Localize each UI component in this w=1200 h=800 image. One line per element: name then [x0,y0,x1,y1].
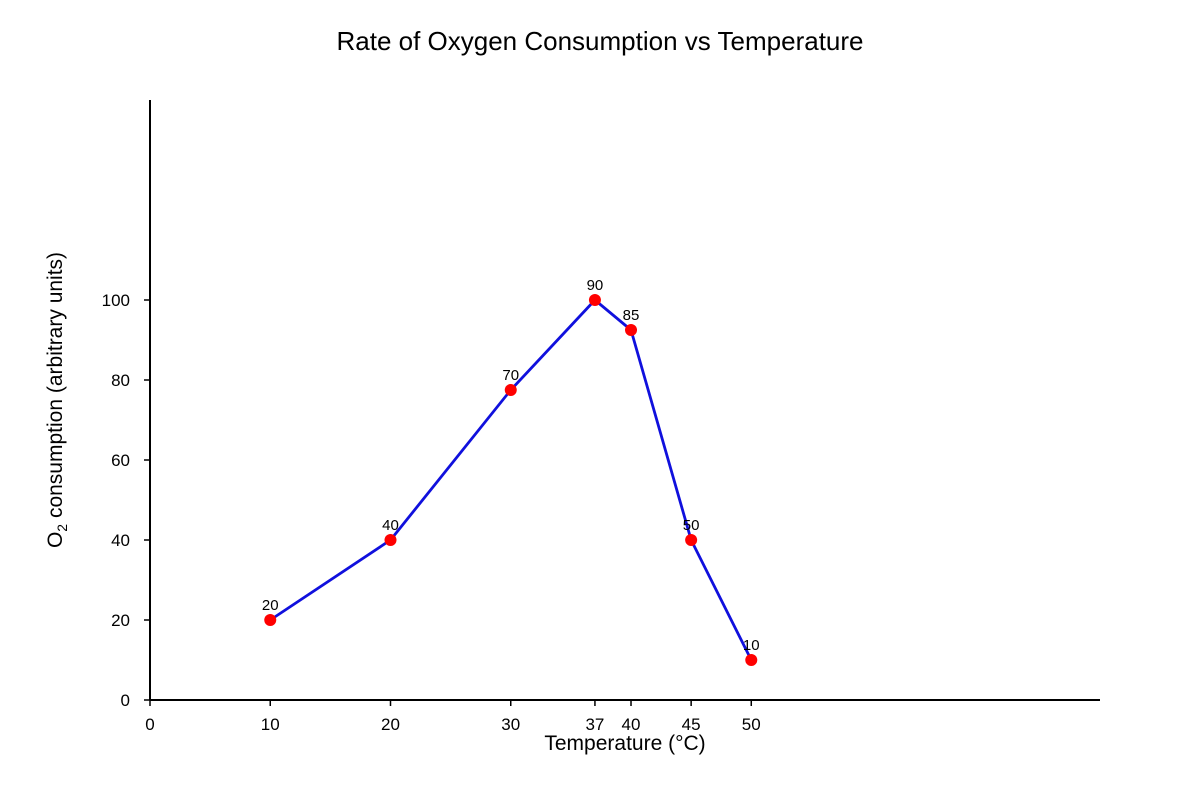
x-tick-label: 45 [682,715,701,734]
x-tick-label: 50 [742,715,761,734]
data-point [504,384,517,396]
x-tick-label: 0 [145,715,154,734]
x-tick-label: 10 [261,715,280,734]
x-tick-label: 37 [585,715,604,734]
data-point [384,534,397,546]
chart-title: Rate of Oxygen Consumption vs Temperatur… [336,26,863,56]
data-labels: 20 40 70 90 85 50 10 [262,277,760,654]
x-tick-label: 20 [381,715,400,734]
data-label: 90 [587,277,604,294]
y-tick-label: 100 [102,291,130,310]
y-axis-label-prefix: O [44,532,67,548]
x-ticks: 0 10 20 30 37 40 45 50 [145,700,761,734]
y-axis-label-subscript: 2 [54,524,70,532]
series-line [269,298,753,661]
y-tick-label: 20 [111,611,130,630]
data-label: 20 [262,597,279,614]
x-tick-label: 40 [622,715,641,734]
data-point [685,534,698,546]
data-label: 85 [623,307,640,324]
y-tick-label: 80 [111,371,130,390]
data-label: 70 [502,367,519,384]
data-point [745,654,758,666]
data-label: 40 [382,517,399,534]
y-ticks: 0 20 40 60 80 100 [102,291,150,710]
axes [149,100,1100,701]
data-label: 10 [743,637,760,654]
y-tick-label: 60 [111,451,130,470]
y-axis-label: O2 consumption (arbitrary units) [44,252,70,548]
y-tick-label: 0 [121,691,130,710]
y-tick-label: 40 [111,531,130,550]
x-axis-label: Temperature (°C) [544,732,705,755]
data-point [264,614,277,626]
data-point [625,324,638,336]
data-points [264,294,758,666]
data-point [588,294,601,306]
x-tick-label: 30 [501,715,520,734]
y-axis-label-suffix: consumption (arbitrary units) [44,252,67,524]
data-label: 50 [683,517,700,534]
